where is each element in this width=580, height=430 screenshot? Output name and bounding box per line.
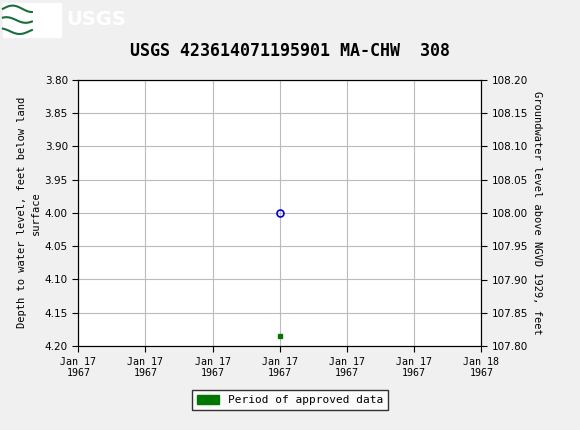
Bar <box>3 3 61 37</box>
Text: USGS: USGS <box>67 10 126 30</box>
Y-axis label: Groundwater level above NGVD 1929, feet: Groundwater level above NGVD 1929, feet <box>532 91 542 335</box>
Text: USGS 423614071195901 MA-CHW  308: USGS 423614071195901 MA-CHW 308 <box>130 42 450 60</box>
Legend: Period of approved data: Period of approved data <box>193 390 387 409</box>
Y-axis label: Depth to water level, feet below land
surface: Depth to water level, feet below land su… <box>17 97 41 329</box>
